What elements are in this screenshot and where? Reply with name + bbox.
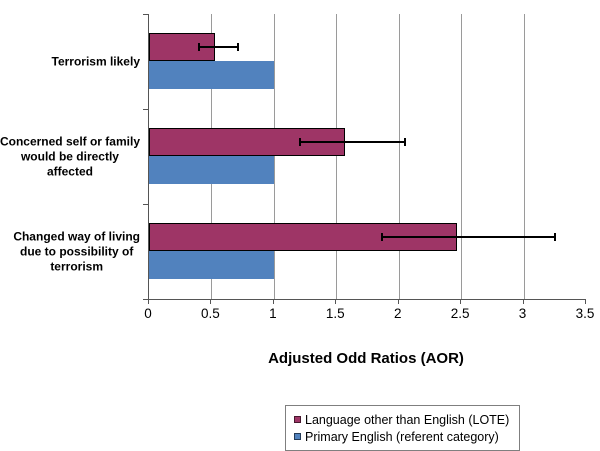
bar-english <box>149 156 274 184</box>
error-bar-line <box>382 236 555 238</box>
bar-lote <box>149 33 216 61</box>
category-label: Terrorism likely <box>51 54 141 68</box>
x-axis-tick <box>585 300 586 304</box>
legend-label: Language other than English (LOTE) <box>305 412 510 427</box>
category-label: Changed way of living due to possibility … <box>13 229 140 273</box>
error-bar-line <box>300 141 405 143</box>
error-bar-line <box>198 46 238 48</box>
x-tick-label: 2 <box>393 306 402 321</box>
bar-english <box>149 251 274 279</box>
error-bar-cap-low <box>299 138 302 146</box>
x-tick-label: 2.5 <box>450 306 470 321</box>
x-axis-tick <box>460 300 462 304</box>
error-bar-cap-low <box>197 43 200 51</box>
x-axis-tick <box>522 300 524 304</box>
error-bar-cap-high <box>553 233 556 241</box>
x-tick-label: 0.5 <box>201 306 220 321</box>
x-tick-label: 3 <box>518 306 527 321</box>
x-tick-label: 0 <box>144 306 152 321</box>
legend: Language other than English (LOTE) Primar… <box>285 405 521 451</box>
x-axis-tick <box>148 300 149 304</box>
category-label: Concerned self or family would be directl… <box>0 134 140 178</box>
y-axis-tick <box>143 14 148 15</box>
legend-marker-english <box>294 433 301 440</box>
error-bar-cap-low <box>381 233 384 241</box>
x-axis-tick <box>272 300 274 304</box>
x-tick-label: 1.5 <box>325 306 345 321</box>
error-bar-cap-high <box>403 138 406 146</box>
error-bar-cap-high <box>236 43 239 51</box>
x-tick-label: 3.5 <box>575 306 595 321</box>
legend-label: Primary English (referent category) <box>305 429 499 444</box>
x-axis-tick <box>335 300 337 304</box>
gridline <box>523 14 525 299</box>
legend-item: Language other than English (LOTE) <box>294 411 509 428</box>
legend-item: Primary English (referent category) <box>294 428 509 445</box>
x-tick-label: 1 <box>269 306 277 321</box>
y-axis-tick <box>143 204 148 205</box>
y-axis-tick <box>143 109 148 110</box>
bar-english <box>149 61 274 89</box>
gridline <box>336 14 338 299</box>
gridline <box>398 14 400 299</box>
x-axis-tick <box>210 300 212 304</box>
legend-marker-lote <box>294 416 301 423</box>
x-axis-title: Adjusted Odd Ratios (AOR) <box>268 350 464 367</box>
plot-area <box>148 14 586 300</box>
gridline <box>273 14 275 299</box>
y-axis-tick <box>143 299 148 300</box>
x-axis-tick <box>397 300 399 304</box>
gridline <box>461 14 463 299</box>
